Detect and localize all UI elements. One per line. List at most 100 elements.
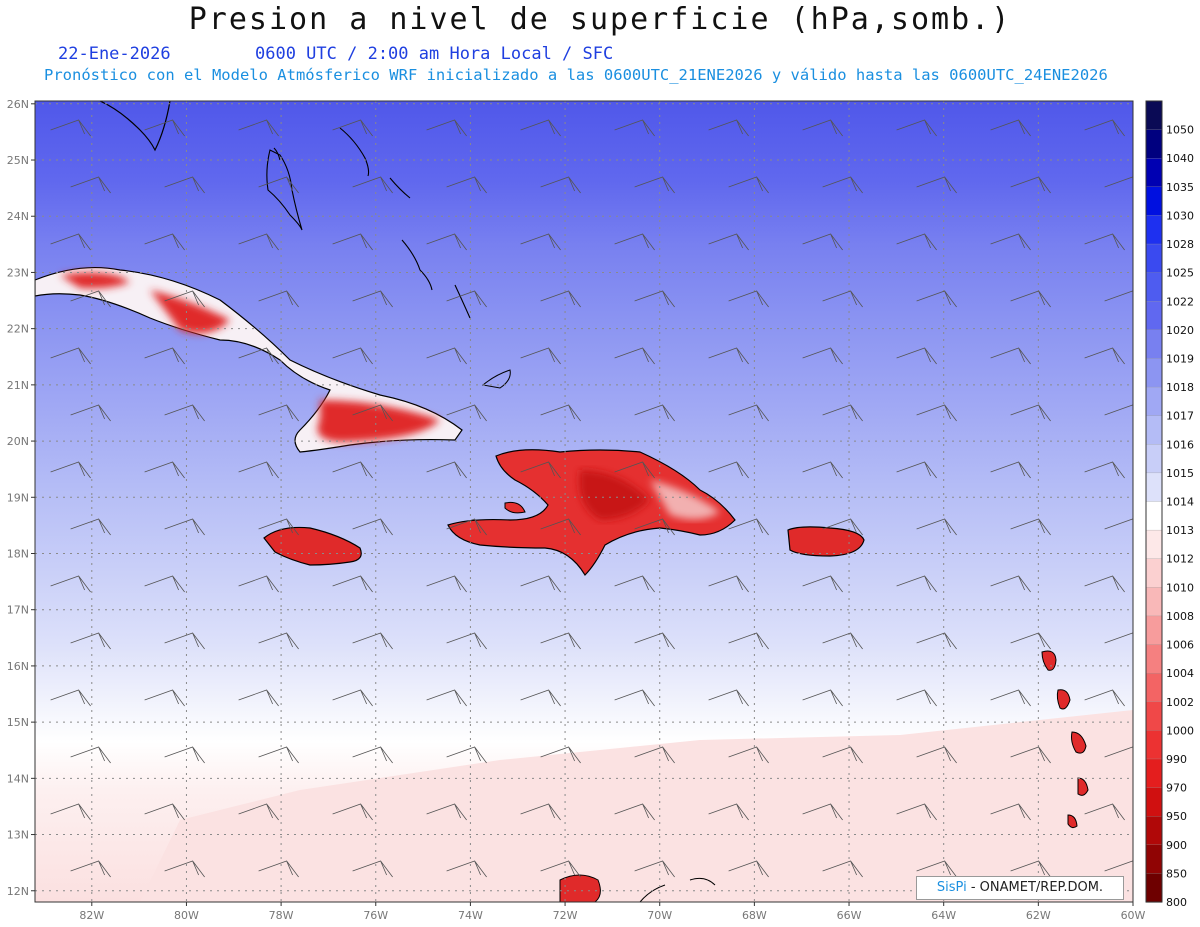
wind-barb <box>540 518 581 536</box>
wind-barb <box>634 860 675 878</box>
colorbar-swatch <box>1145 844 1163 875</box>
wind-barb <box>708 347 749 365</box>
colorbar-swatch <box>1145 272 1163 302</box>
colorbar-swatch <box>1145 587 1163 617</box>
colorbar-label: 1022 <box>1166 295 1194 308</box>
wind-barb <box>1010 290 1051 308</box>
wind-barb <box>614 461 655 479</box>
colorbar-swatch <box>1145 615 1163 646</box>
colorbar-label: 1012 <box>1166 553 1194 566</box>
wind-barb <box>990 689 1031 707</box>
lat-tick-label: 14N <box>7 772 29 785</box>
wind-barb <box>822 746 863 764</box>
wind-barb <box>634 290 675 308</box>
wind-barb <box>258 404 299 422</box>
colorbar-label: 1004 <box>1166 667 1194 680</box>
wind-barb <box>634 176 675 194</box>
wind-barb <box>802 689 843 707</box>
wind-barb <box>802 347 843 365</box>
wind-barb <box>990 119 1031 137</box>
wind-barb <box>258 176 299 194</box>
colorbar-label: 1030 <box>1166 209 1194 222</box>
wind-barb <box>258 746 299 764</box>
lat-tick-label: 16N <box>7 660 29 673</box>
wind-barb <box>332 575 373 593</box>
wind-barb <box>802 575 843 593</box>
wind-barb <box>916 518 957 536</box>
wind-barb <box>446 632 487 650</box>
wind-barb <box>802 119 843 137</box>
wind-barb <box>258 290 299 308</box>
colorbar-swatch <box>1145 873 1163 903</box>
wind-barb <box>1084 575 1125 593</box>
wind-barb <box>332 803 373 821</box>
colorbar-swatch <box>1145 787 1163 817</box>
wind-barb <box>332 119 373 137</box>
org-label: - ONAMET/REP.DOM. <box>970 880 1104 895</box>
wind-barb <box>822 860 863 878</box>
wind-barb <box>446 518 487 536</box>
wind-barb <box>520 119 561 137</box>
wind-barb <box>352 518 393 536</box>
colorbar-label: 1015 <box>1166 467 1194 480</box>
colorbar-swatch <box>1145 501 1163 531</box>
wind-barb <box>728 632 769 650</box>
wind-barb <box>144 575 185 593</box>
wind-barb <box>1084 689 1125 707</box>
wind-barb <box>896 803 937 821</box>
lat-tick-label: 17N <box>7 604 29 617</box>
colorbar-label: 1028 <box>1166 238 1194 251</box>
wind-barb <box>332 347 373 365</box>
colorbar-swatch <box>1145 730 1163 760</box>
cuba <box>35 266 463 453</box>
wind-barb <box>164 290 205 308</box>
forecast-date: 22-Ene-2026 <box>58 44 171 64</box>
colorbar-label: 1000 <box>1166 724 1194 737</box>
wind-barb <box>520 233 561 251</box>
wind-barb <box>520 347 561 365</box>
wind-barb <box>164 404 205 422</box>
wind-barb <box>896 461 937 479</box>
wind-barb <box>426 575 467 593</box>
lat-tick-label: 21N <box>7 379 29 392</box>
lon-tick-label: 80W <box>174 909 199 922</box>
wind-barb <box>1010 404 1051 422</box>
wind-barb <box>238 233 279 251</box>
wind-barb <box>426 119 467 137</box>
wind-barb <box>1010 176 1051 194</box>
colorbar-label: 1050 <box>1166 124 1194 137</box>
wind-barb <box>1084 803 1125 821</box>
lat-tick-label: 23N <box>7 266 29 279</box>
wind-barb <box>990 347 1031 365</box>
wind-barb <box>70 746 111 764</box>
wind-barb <box>238 119 279 137</box>
wind-barb <box>70 632 111 650</box>
colorbar-label: 1020 <box>1166 324 1194 337</box>
wind-barb <box>728 518 769 536</box>
wind-barb <box>144 347 185 365</box>
wind-barb <box>822 632 863 650</box>
valid-time: 0600 UTC / 2:00 am Hora Local / SFC <box>255 44 614 64</box>
wind-barb <box>164 632 205 650</box>
wind-barb <box>50 461 91 479</box>
lon-tick-label: 60W <box>1121 909 1146 922</box>
lon-axis: 82W 80W 78W 76W 74W 72W 70W 68W 66W 64W 62W 60W <box>79 902 1146 922</box>
lat-tick-label: 26N <box>7 98 29 111</box>
lon-tick-label: 62W <box>1026 909 1051 922</box>
wind-barb <box>446 290 487 308</box>
jamaica <box>263 526 362 566</box>
colorbar-label: 850 <box>1166 867 1187 880</box>
lat-tick-label: 19N <box>7 491 29 504</box>
wind-barb <box>614 119 655 137</box>
wind-barb <box>916 176 957 194</box>
wind-barb <box>708 119 749 137</box>
wind-barb <box>1010 746 1051 764</box>
lat-tick-label: 12N <box>7 885 29 898</box>
colorbar-label: 1006 <box>1166 639 1194 652</box>
colorbar-label: 1002 <box>1166 696 1194 709</box>
wind-barb <box>614 347 655 365</box>
wind-barb <box>520 461 561 479</box>
colorbar-label: 1008 <box>1166 610 1194 623</box>
wind-barb <box>1084 233 1125 251</box>
wind-barb <box>426 461 467 479</box>
